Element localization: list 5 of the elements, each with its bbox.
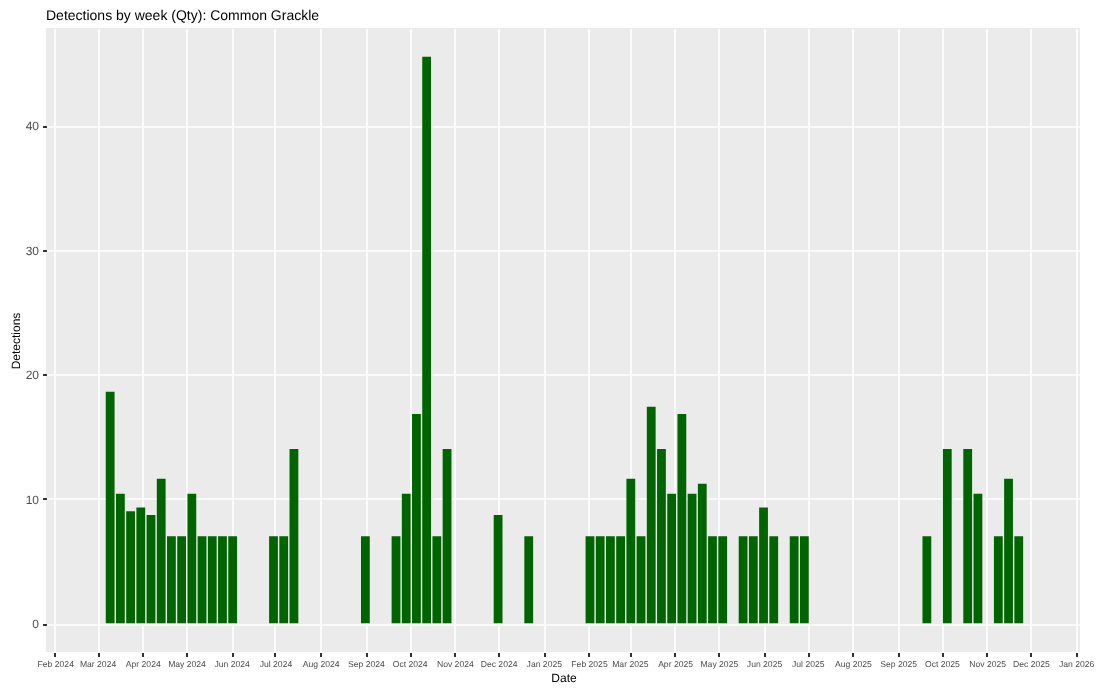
bar <box>524 536 534 624</box>
bar <box>360 536 370 624</box>
bar <box>942 448 952 624</box>
bar <box>493 514 503 624</box>
bar <box>922 536 932 624</box>
